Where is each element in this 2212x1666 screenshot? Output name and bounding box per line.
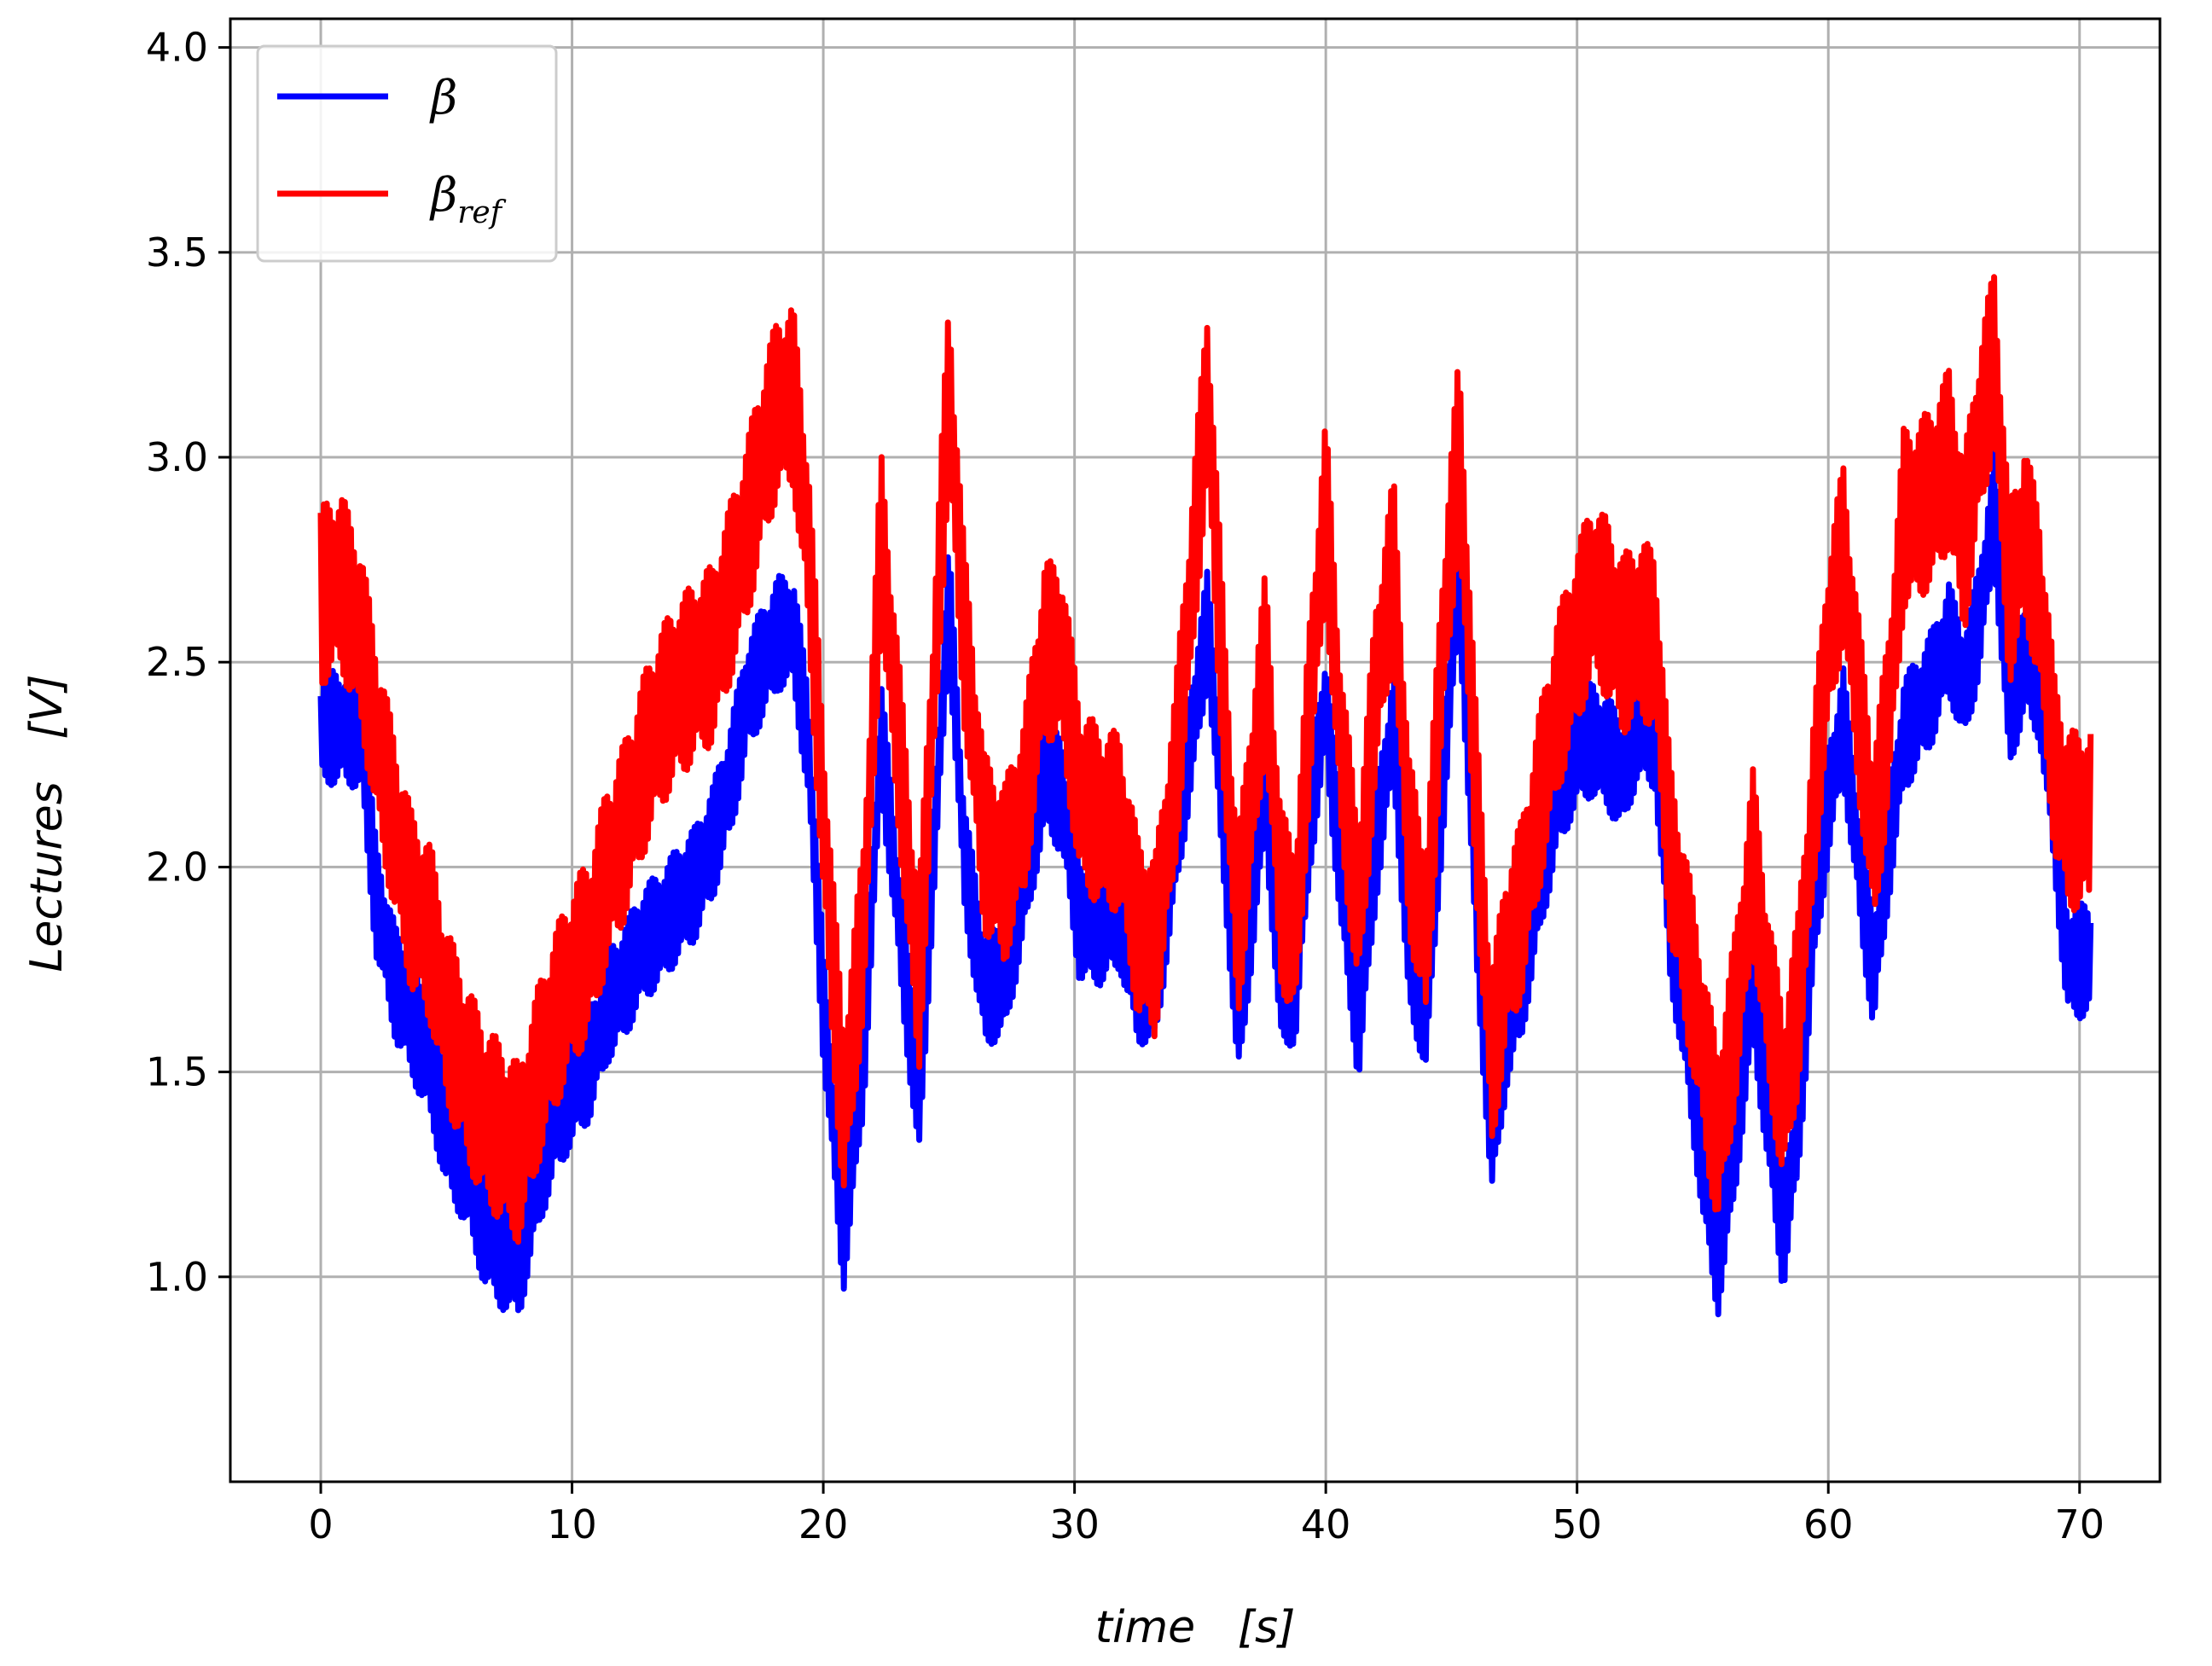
- y-tick-label: 2.0: [146, 844, 208, 890]
- y-tick-label: 3.0: [146, 434, 208, 480]
- x-axis-label: time [s]: [1095, 1602, 1296, 1653]
- x-axis-ticks: 0 10 20 30 40 50 60 70: [308, 1482, 2105, 1547]
- y-axis-label: Lectures [V]: [21, 674, 73, 972]
- legend-label-beta: β: [429, 71, 457, 125]
- series-beta-ref-line: [317, 274, 2094, 1245]
- y-axis-ticks: 1.0 1.5 2.0 2.5 3.0 3.5 4.0: [146, 25, 230, 1300]
- legend-label-beta-ref-main: β: [429, 168, 457, 222]
- legend-box: [256, 44, 558, 263]
- y-tick-label: 4.0: [146, 25, 208, 71]
- x-tick-label: 60: [1803, 1501, 1854, 1547]
- y-tick-label: 3.5: [146, 229, 208, 276]
- y-tick-label: 1.5: [146, 1049, 208, 1095]
- y-tick-label: 1.0: [146, 1254, 208, 1300]
- series-beta-line: [317, 446, 2094, 1318]
- legend: β βref: [256, 44, 558, 263]
- x-tick-label: 30: [1049, 1501, 1100, 1547]
- y-tick-label: 2.5: [146, 639, 208, 685]
- grid-lines: [230, 19, 2160, 1482]
- plot-frame: [229, 17, 2162, 1483]
- x-tick-label: 40: [1301, 1501, 1351, 1547]
- legend-label-beta-ref: βref: [429, 168, 507, 230]
- x-tick-label: 0: [308, 1501, 333, 1547]
- x-tick-label: 10: [547, 1501, 597, 1547]
- x-tick-label: 50: [1552, 1501, 1602, 1547]
- x-tick-label: 70: [2054, 1501, 2105, 1547]
- series-layer: [317, 274, 2094, 1318]
- x-tick-label: 20: [798, 1501, 849, 1547]
- legend-label-beta-ref-subscript: ref: [457, 195, 507, 230]
